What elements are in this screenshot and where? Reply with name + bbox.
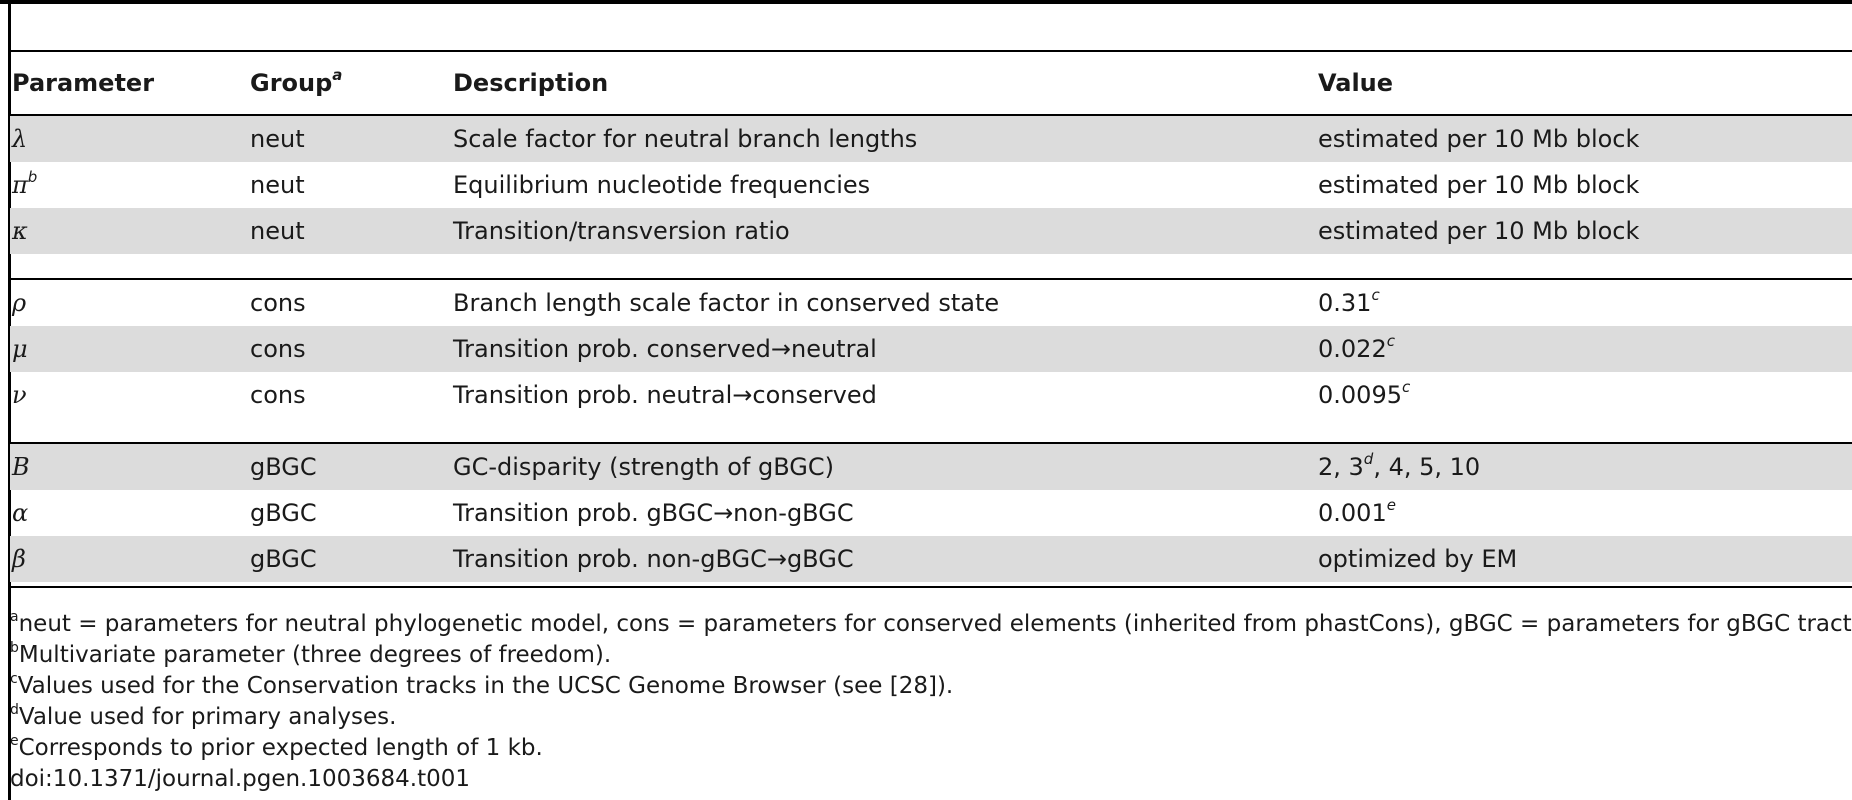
footnote-c: cValues used for the Conservation tracks… [10, 671, 954, 699]
group-cell: cons [250, 289, 306, 317]
table-row: α gBGC Transition prob. gBGC→non-gBGC 0.… [10, 490, 1852, 536]
footnote-a: aneut = parameters for neutral phylogene… [10, 609, 1852, 637]
group-cell: gBGC [250, 545, 317, 573]
group-cell: gBGC [250, 499, 317, 527]
group-cell: cons [250, 381, 306, 409]
table-row: B gBGC GC-disparity (strength of gBGC) 2… [10, 444, 1852, 490]
description-cell: Branch length scale factor in conserved … [453, 289, 1000, 317]
param-cell: μ [12, 335, 28, 363]
group-cell: neut [250, 217, 305, 245]
description-cell: Transition/transversion ratio [453, 217, 790, 245]
description-cell: Scale factor for neutral branch lengths [453, 125, 918, 153]
header-description: Description [453, 69, 609, 97]
value-cell: 0.31c [1318, 286, 1380, 318]
header-group-sup: a [332, 66, 343, 84]
description-cell: Equilibrium nucleotide frequencies [453, 171, 871, 199]
table-row: μ cons Transition prob. conserved→neutra… [10, 326, 1852, 372]
table-header-row: Parameter Groupa Description Value [10, 52, 1852, 114]
group-cell: cons [250, 335, 306, 363]
left-border [8, 0, 11, 800]
header-top-rule [10, 50, 1852, 52]
header-parameter: Parameter [12, 69, 155, 97]
doi-link[interactable]: doi:10.1371/journal.pgen.1003684.t001 [10, 766, 471, 792]
description-cell: Transition prob. neutral→conserved [453, 381, 877, 409]
footnote-e: eCorresponds to prior expected length of… [10, 733, 543, 761]
header-group: Groupa [250, 66, 343, 98]
value-cell: estimated per 10 Mb block [1318, 217, 1640, 245]
table-row: πb neut Equilibrium nucleotide frequenci… [10, 162, 1852, 208]
table-row: ν cons Transition prob. neutral→conserve… [10, 372, 1852, 418]
value-cell: estimated per 10 Mb block [1318, 125, 1640, 153]
group-cell: gBGC [250, 453, 317, 481]
top-border [0, 0, 1852, 4]
group-separator-rule [10, 278, 1852, 280]
param-cell: β [12, 545, 26, 573]
footnote-d: dValue used for primary analyses. [10, 702, 397, 730]
header-bottom-rule [10, 114, 1852, 116]
param-cell: ρ [12, 289, 27, 317]
value-cell: 2, 3d, 4, 5, 10 [1318, 450, 1481, 482]
param-cell: πb [12, 168, 38, 200]
table-row: λ neut Scale factor for neutral branch l… [10, 116, 1852, 162]
header-value: Value [1318, 69, 1394, 97]
table-bottom-rule [10, 586, 1852, 588]
table-footnotes: aneut = parameters for neutral phylogene… [10, 609, 1852, 795]
description-cell: GC-disparity (strength of gBGC) [453, 453, 834, 481]
description-cell: Transition prob. gBGC→non-gBGC [453, 499, 854, 527]
footnote-b: bMultivariate parameter (three degrees o… [10, 640, 612, 668]
value-cell: estimated per 10 Mb block [1318, 171, 1640, 199]
value-cell: optimized by EM [1318, 545, 1518, 573]
param-cell: α [12, 499, 29, 527]
table-row: ρ cons Branch length scale factor in con… [10, 280, 1852, 326]
group-cell: neut [250, 125, 305, 153]
group-cell: neut [250, 171, 305, 199]
description-cell: Transition prob. non-gBGC→gBGC [453, 545, 854, 573]
value-cell: 0.001e [1318, 496, 1396, 528]
param-cell: λ [12, 125, 28, 153]
table-row: β gBGC Transition prob. non-gBGC→gBGC op… [10, 536, 1852, 582]
value-cell: 0.022c [1318, 332, 1395, 364]
description-cell: Transition prob. conserved→neutral [453, 335, 877, 363]
value-cell: 0.0095c [1318, 378, 1411, 410]
group-separator-rule [10, 442, 1852, 444]
param-cell: ν [12, 381, 27, 409]
param-cell: κ [12, 217, 28, 245]
table-row: κ neut Transition/transversion ratio est… [10, 208, 1852, 254]
param-cell: B [12, 453, 30, 481]
